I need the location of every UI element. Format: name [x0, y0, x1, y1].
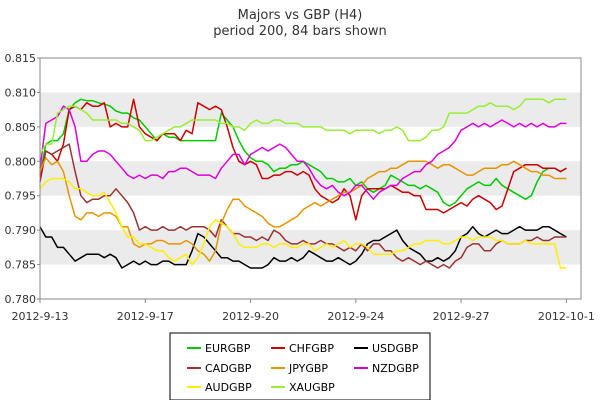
series-line-audgbp	[39, 177, 567, 269]
x-axis: 2012-9-13 2012-9-17 2012-9-20 2012-9-24 2012…	[12, 299, 595, 323]
x-tick-label: 2012-9-27	[433, 310, 490, 323]
y-tick-label: 0.780	[5, 293, 37, 306]
y-tick-label: 0.810	[5, 86, 37, 99]
chart-title: Majors vs GBP (H4)	[238, 8, 363, 23]
series-line-usdgbp	[39, 225, 567, 269]
legend-label-jpygbp: JPYGBP	[288, 362, 328, 375]
x-tick-label: 2012-10-1	[538, 310, 595, 323]
y-axis: 0.780 0.785 0.790 0.795 0.800 0.805 0.810 0.815	[5, 52, 40, 306]
legend-label-audgbp: AUDGBP	[205, 381, 252, 394]
legend-label-usdgbp: USDGBP	[372, 342, 419, 355]
y-tick-label: 0.800	[5, 155, 37, 168]
legend-label-eurgbp: EURGBP	[205, 342, 251, 355]
y-tick-label: 0.785	[5, 259, 37, 272]
series-lines	[39, 98, 567, 269]
legend-label-chfgbp: CHFGBP	[289, 342, 334, 355]
y-tick-label: 0.790	[5, 224, 37, 237]
series-line-jpygbp	[39, 157, 567, 262]
legend-label-nzdgbp: NZDGBP	[372, 362, 419, 375]
x-tick-label: 2012-9-20	[222, 310, 279, 323]
series-line-cadgbp	[39, 143, 567, 269]
x-tick-label: 2012-9-13	[12, 310, 69, 323]
x-tick-label: 2012-9-17	[117, 310, 174, 323]
y-tick-label: 0.815	[5, 52, 37, 65]
series-line-nzdgbp	[39, 105, 567, 200]
chart-subtitle: period 200, 84 bars shown	[213, 24, 387, 39]
series-line-chfgbp	[39, 98, 567, 221]
legend-box	[169, 332, 431, 400]
legend-label-cadgbp: CADGBP	[205, 362, 252, 375]
series-line-xaugbp	[39, 98, 567, 155]
grid-band	[40, 92, 581, 127]
legend: EURGBP CHFGBP USDGBP CADGBP JPYGBP NZDGBP AUDG…	[169, 332, 431, 400]
y-tick-label: 0.795	[5, 190, 37, 203]
legend-label-xaugbp: XAUGBP	[289, 381, 335, 394]
grid-band	[40, 230, 581, 265]
plot-frame	[39, 57, 582, 300]
y-tick-label: 0.805	[5, 121, 37, 134]
x-tick-label: 2012-9-24	[327, 310, 384, 323]
